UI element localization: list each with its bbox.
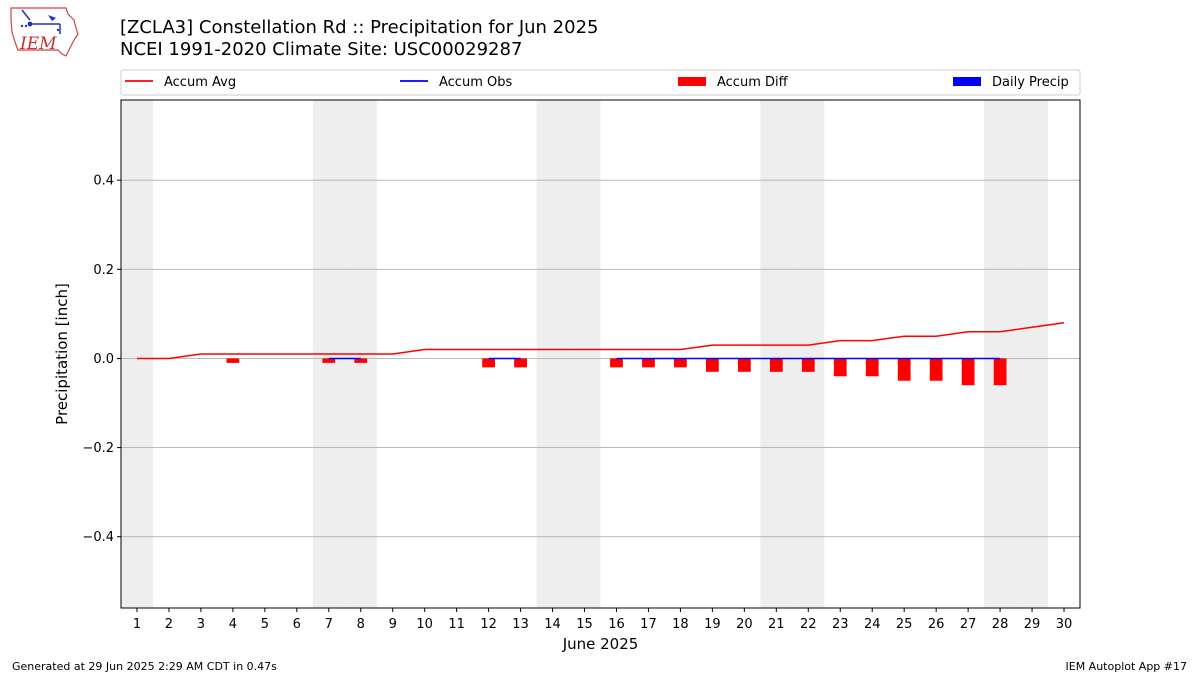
app-footer: IEM Autoplot App #17 [1065,660,1188,673]
weekend-band [984,100,1017,608]
x-tick-label: 3 [197,617,205,632]
accum-diff-bar [705,358,719,372]
x-tick-label: 6 [293,617,301,632]
x-tick-label: 11 [448,617,465,632]
legend: Accum Avg Accum Obs Accum Diff Daily Precip [120,69,1081,96]
y-tick-label: 0.2 [93,263,114,278]
weekend-band [1016,100,1049,608]
accum-avg-line [137,322,1065,360]
y-tick-label: −0.4 [82,530,114,545]
legend-label: Daily Precip [992,75,1069,90]
x-tick-label: 19 [704,617,721,632]
weekend-band [792,100,825,608]
accum-diff-bar [897,358,911,381]
weekend-band [760,100,793,608]
accum-diff-bar [833,358,847,377]
accum-diff-bar [482,358,496,368]
legend-item-accum-obs: Accum Obs [400,75,512,90]
x-tick-label: 12 [480,617,497,632]
weekend-band [568,100,601,608]
x-tick-label: 13 [512,617,529,632]
x-tick-label: 4 [229,617,237,632]
accum-diff-bar [929,358,943,381]
x-tick-label: 25 [896,617,913,632]
x-tick-label: 26 [928,617,945,632]
legend-label: Accum Obs [439,75,512,90]
x-tick-label: 27 [960,617,977,632]
x-tick-label: 5 [261,617,269,632]
generated-footer: Generated at 29 Jun 2025 2:29 AM CDT in … [12,660,277,673]
legend-item-accum-diff: Accum Diff [678,75,789,90]
x-tick-label: 2 [165,617,173,632]
accum-diff-bar [674,358,687,368]
x-tick-label: 23 [832,617,849,632]
plot-frame [120,99,1081,609]
x-axis-label: June 2025 [562,635,639,653]
x-tick-label: 20 [736,617,753,632]
accum-diff-bar [961,358,975,386]
accum-diff-bar [642,358,655,368]
legend-item-daily-precip: Daily Precip [953,75,1069,90]
y-axis-label: Precipitation [inch] [53,283,71,425]
title-line-2: NCEI 1991-2020 Climate Site: USC00029287 [120,39,523,60]
accum-diff-bar [737,358,751,372]
accum-diff-bar [322,358,336,363]
accum-diff-bar [993,358,1007,386]
x-tick-label: 14 [544,617,561,632]
logo-text: IEM [19,34,57,54]
x-tick-label: 15 [576,617,593,632]
title-line-1: [ZCLA3] Constellation Rd :: Precipitatio… [120,17,599,38]
legend-item-accum-avg: Accum Avg [125,75,236,90]
x-tick-label: 30 [1056,617,1073,632]
iem-logo: IEM [10,7,79,57]
x-tick-label: 22 [800,617,817,632]
legend-swatch-bar [678,77,706,86]
legend-box [120,69,1081,96]
legend-label: Accum Diff [717,75,789,90]
y-tick-label: 0.4 [93,174,114,189]
weekend-band [121,100,153,608]
x-tick-label: 24 [864,617,881,632]
x-tick-label: 29 [1024,617,1041,632]
accum-diff-bar [865,358,879,377]
accum-diff-bar [226,358,240,363]
x-tick-label: 9 [389,617,397,632]
x-tick-label: 17 [640,617,657,632]
accum-diff-bar [610,358,623,368]
x-tick-label: 16 [608,617,625,632]
legend-label: Accum Avg [164,75,236,90]
y-tick-label: 0.0 [93,352,114,367]
x-tick-label: 21 [768,617,785,632]
x-tick-label: 18 [672,617,689,632]
x-tick-label: 7 [325,617,333,632]
accum-diff-bar [769,358,783,372]
x-tick-label: 8 [357,617,365,632]
weekend-band [536,100,569,608]
chart-title: [ZCLA3] Constellation Rd :: Precipitatio… [120,17,598,61]
accum-diff-bar [354,358,368,363]
accum-diff-bar [801,358,815,372]
legend-swatch-bar [953,77,981,86]
x-tick-label: 28 [992,617,1009,632]
accum-diff-bar [514,358,527,368]
y-tick-label: −0.2 [82,441,114,456]
x-tick-label: 10 [416,617,433,632]
x-tick-label: 1 [133,617,141,632]
